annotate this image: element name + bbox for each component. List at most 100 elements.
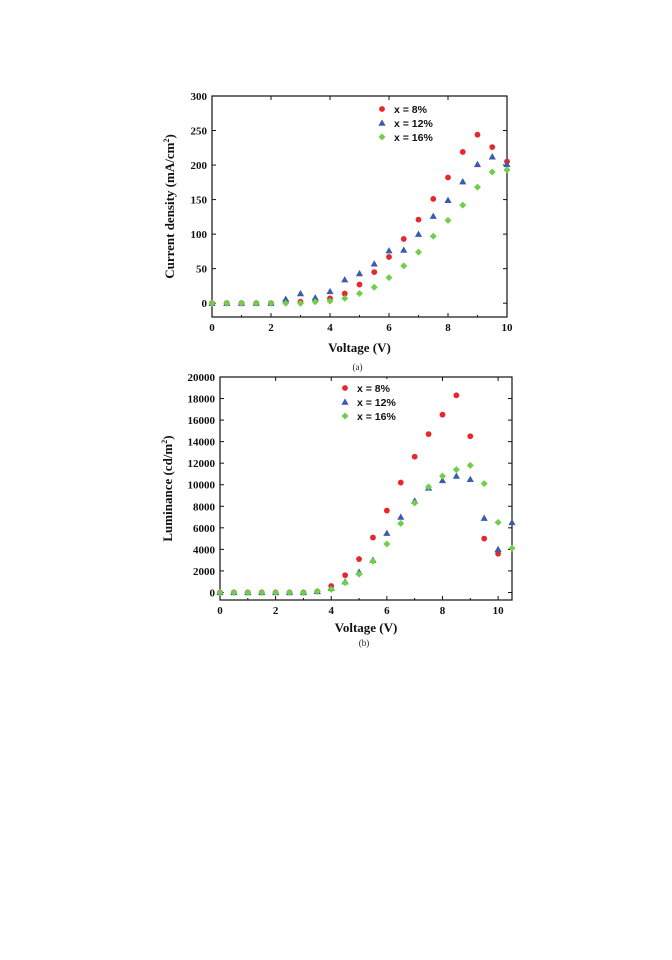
data-point xyxy=(430,196,437,202)
y-tick-label: 8000 xyxy=(193,501,216,513)
data-point xyxy=(444,196,452,203)
data-point xyxy=(342,572,349,579)
legend-marker xyxy=(378,133,386,141)
data-point xyxy=(466,461,474,469)
x-tick-label: 10 xyxy=(502,322,514,334)
legend-label: x = 16% xyxy=(394,132,433,144)
legend-label: x = 16% xyxy=(357,411,396,423)
y-axis-title-main: Current density (mA/cm xyxy=(162,142,177,278)
data-point xyxy=(444,216,452,224)
data-point xyxy=(439,411,446,418)
data-point xyxy=(223,299,231,307)
data-point xyxy=(326,297,334,305)
legend: x = 8% x = 12% x = 16% xyxy=(372,100,456,146)
data-point xyxy=(489,144,496,151)
data-point xyxy=(503,166,511,174)
y-tick-label: 20000 xyxy=(188,372,216,384)
x-tick-label: 4 xyxy=(327,322,333,334)
data-point xyxy=(208,299,216,307)
data-point xyxy=(414,230,423,237)
data-point xyxy=(244,588,252,596)
legend-box xyxy=(335,379,419,425)
y-axis-title-close: ) xyxy=(160,435,175,439)
data-point xyxy=(411,499,419,507)
legend-marker xyxy=(342,385,348,391)
y-tick-label: 14000 xyxy=(188,437,216,449)
data-point xyxy=(385,247,393,254)
y-tick-label: 50 xyxy=(196,264,208,276)
y-tick-label: 12000 xyxy=(188,458,216,470)
data-point xyxy=(415,216,422,223)
data-point xyxy=(286,588,294,596)
legend-box xyxy=(372,100,456,146)
data-point xyxy=(341,276,349,283)
x-tick-label: 8 xyxy=(445,322,451,334)
y-axis-title: Luminance (cd/m2) xyxy=(160,435,175,541)
data-point xyxy=(356,290,363,298)
data-point xyxy=(397,513,405,520)
legend-marker xyxy=(341,412,349,420)
data-point xyxy=(355,570,363,578)
data-point xyxy=(252,299,260,307)
y-tick-label: 0 xyxy=(210,587,216,599)
data-point xyxy=(341,579,349,587)
legend-label: x = 8% xyxy=(394,104,428,116)
legend-label: x = 8% xyxy=(357,383,391,395)
y-tick-label: 300 xyxy=(191,91,208,103)
data-point xyxy=(494,518,502,526)
data-point xyxy=(503,160,511,168)
x-axis-title: Voltage (V) xyxy=(335,620,398,635)
data-point xyxy=(341,290,348,297)
y-tick-label: 10000 xyxy=(188,480,216,492)
data-point xyxy=(445,174,451,181)
y-tick-label: 2000 xyxy=(193,566,216,578)
data-point xyxy=(267,299,275,307)
data-point xyxy=(429,232,437,240)
x-axis-title: Voltage (V) xyxy=(328,340,391,355)
x-tick-label: 6 xyxy=(384,605,390,617)
data-point xyxy=(473,160,482,168)
data-point xyxy=(425,431,432,437)
data-point xyxy=(385,274,393,282)
data-point xyxy=(481,535,488,542)
y-tick-label: 200 xyxy=(191,160,208,172)
data-point xyxy=(474,183,481,191)
data-point xyxy=(452,466,460,474)
data-point xyxy=(494,545,502,553)
data-point xyxy=(311,298,319,306)
x-tick-label: 4 xyxy=(328,605,334,617)
data-point xyxy=(411,453,418,460)
plot-frame xyxy=(219,376,513,601)
series-2 xyxy=(208,166,511,307)
y-tick-label: 250 xyxy=(191,126,208,138)
data-point xyxy=(282,295,290,302)
x-tick-label: 6 xyxy=(386,322,392,334)
data-point xyxy=(383,540,391,548)
y-tick-label: 16000 xyxy=(188,415,216,427)
x-tick-label: 8 xyxy=(440,605,446,617)
y-tick-label: 18000 xyxy=(188,394,216,406)
data-point xyxy=(355,269,364,277)
legend-label: x = 12% xyxy=(394,118,433,130)
data-point xyxy=(370,260,378,267)
data-point xyxy=(397,520,405,528)
data-point xyxy=(371,269,378,276)
y-tick-label: 150 xyxy=(191,195,208,207)
data-point xyxy=(467,433,474,440)
data-point xyxy=(297,299,304,307)
y-axis-title-superscript: 2 xyxy=(162,139,171,143)
data-point xyxy=(480,480,488,488)
legend-marker xyxy=(378,119,386,126)
data-point xyxy=(452,472,460,479)
data-point xyxy=(438,476,447,484)
y-axis-title-close: ) xyxy=(162,134,177,138)
data-point xyxy=(370,534,376,541)
data-point xyxy=(386,254,392,260)
data-point xyxy=(438,472,446,480)
series-0 xyxy=(209,131,510,307)
data-point xyxy=(415,248,422,256)
data-point xyxy=(356,281,363,288)
legend-label: x = 12% xyxy=(357,397,396,409)
